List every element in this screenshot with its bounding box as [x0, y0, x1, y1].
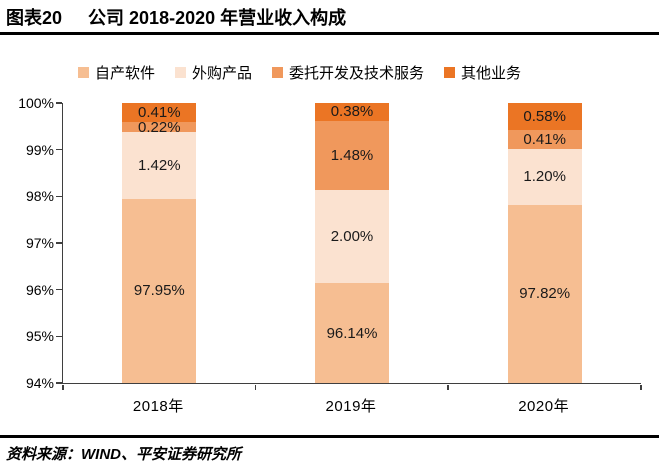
y-axis-label: 95%: [25, 328, 54, 345]
y-axis-label: 100%: [18, 95, 54, 111]
y-axis-label: 94%: [25, 375, 54, 391]
legend-label: 其他业务: [461, 65, 522, 82]
stacked-bar: 96.14% 2.00% 1.48% 0.38%: [315, 103, 389, 383]
legend-label: 外购产品: [192, 65, 253, 82]
y-axis-tick: [56, 288, 62, 291]
legend-item: 其他业务: [444, 62, 521, 83]
y-axis-tick: [56, 242, 62, 244]
footer-divider-rule: [0, 435, 659, 438]
legend-item: 自产软件: [78, 62, 155, 83]
y-axis-label: 98%: [25, 188, 54, 205]
y-axis-tick: [56, 148, 62, 151]
bar-segment: 0.41%: [507, 129, 582, 149]
y-axis-tick: [56, 335, 62, 338]
legend-swatch-icon: [444, 67, 456, 78]
x-axis-tick: [62, 384, 64, 390]
bar-segment: 97.82%: [507, 204, 582, 383]
bar-segment: 0.22%: [122, 118, 197, 136]
x-axis-tick: [640, 384, 642, 390]
bar-segment-label: 1.20%: [523, 168, 566, 186]
legend-item: 委托开发及技术服务: [272, 62, 424, 83]
bar-segment: 1.20%: [507, 148, 582, 205]
legend-label: 委托开发及技术服务: [289, 65, 425, 82]
x-axis-tick: [254, 384, 257, 390]
y-axis-tick: [56, 382, 62, 384]
legend-label: 自产软件: [95, 65, 156, 82]
figure-number-label: 图表20: [6, 8, 63, 28]
x-axis-label: 2019年: [325, 398, 377, 415]
bar-segment-label: 0.41%: [138, 104, 181, 122]
chart-legend: 自产软件 外购产品 委托开发及技术服务 其他业务: [78, 62, 521, 83]
legend-swatch-icon: [272, 67, 284, 78]
bar-segment-label: 97.95%: [133, 282, 185, 300]
y-axis-tick: [56, 102, 62, 104]
y-axis-tick: [56, 195, 62, 198]
bar-segment-label: 0.38%: [330, 103, 374, 121]
y-axis-label: 96%: [25, 281, 54, 298]
bar-segment-label: 1.48%: [330, 146, 374, 164]
bar-segment: 96.14%: [315, 283, 389, 383]
bar-segment-label: 97.82%: [519, 285, 571, 303]
figure-title-text: 公司 2018-2020 年营业收入构成: [88, 8, 347, 28]
x-axis-label: 2020年: [518, 398, 570, 415]
x-axis-tick: [447, 384, 449, 390]
bar-segment-label: 0.22%: [138, 118, 181, 136]
bar-segment-label: 0.41%: [523, 130, 566, 148]
source-note: 资料来源：WIND、平安证券研究所: [6, 446, 241, 463]
bar-segment-label: 1.42%: [138, 157, 181, 175]
legend-swatch-icon: [78, 67, 89, 78]
bar-segment-label: 96.14%: [326, 324, 378, 342]
x-axis-label: 2018年: [132, 398, 184, 415]
bar-segment: 0.58%: [507, 103, 582, 130]
legend-swatch-icon: [175, 67, 187, 78]
legend-item: 外购产品: [175, 62, 252, 83]
figure-title: 图表20 公司 2018-2020 年营业收入构成: [6, 4, 346, 30]
bar-segment: 0.41%: [122, 103, 197, 123]
bar-segment: 1.42%: [122, 132, 197, 199]
y-axis-label: 99%: [25, 141, 54, 158]
stacked-bar: 97.95% 1.42% 0.22% 0.41%: [122, 103, 197, 383]
bar-segment-label: 2.00%: [330, 227, 374, 245]
title-divider-rule: [0, 32, 659, 35]
bar-segment-label: 0.58%: [523, 107, 566, 125]
bar-segment: 2.00%: [315, 189, 389, 284]
bar-segment: 0.38%: [315, 103, 389, 121]
y-axis-label: 97%: [25, 235, 54, 251]
chart-plot-area: 97.95% 1.42% 0.22% 0.41% 96.14% 2.00% 1.48% 0.3…: [62, 103, 641, 384]
bar-segment: 97.95%: [122, 198, 197, 383]
bar-segment: 1.48%: [315, 120, 389, 190]
stacked-bar: 97.82% 1.20% 0.41% 0.58%: [507, 103, 582, 383]
